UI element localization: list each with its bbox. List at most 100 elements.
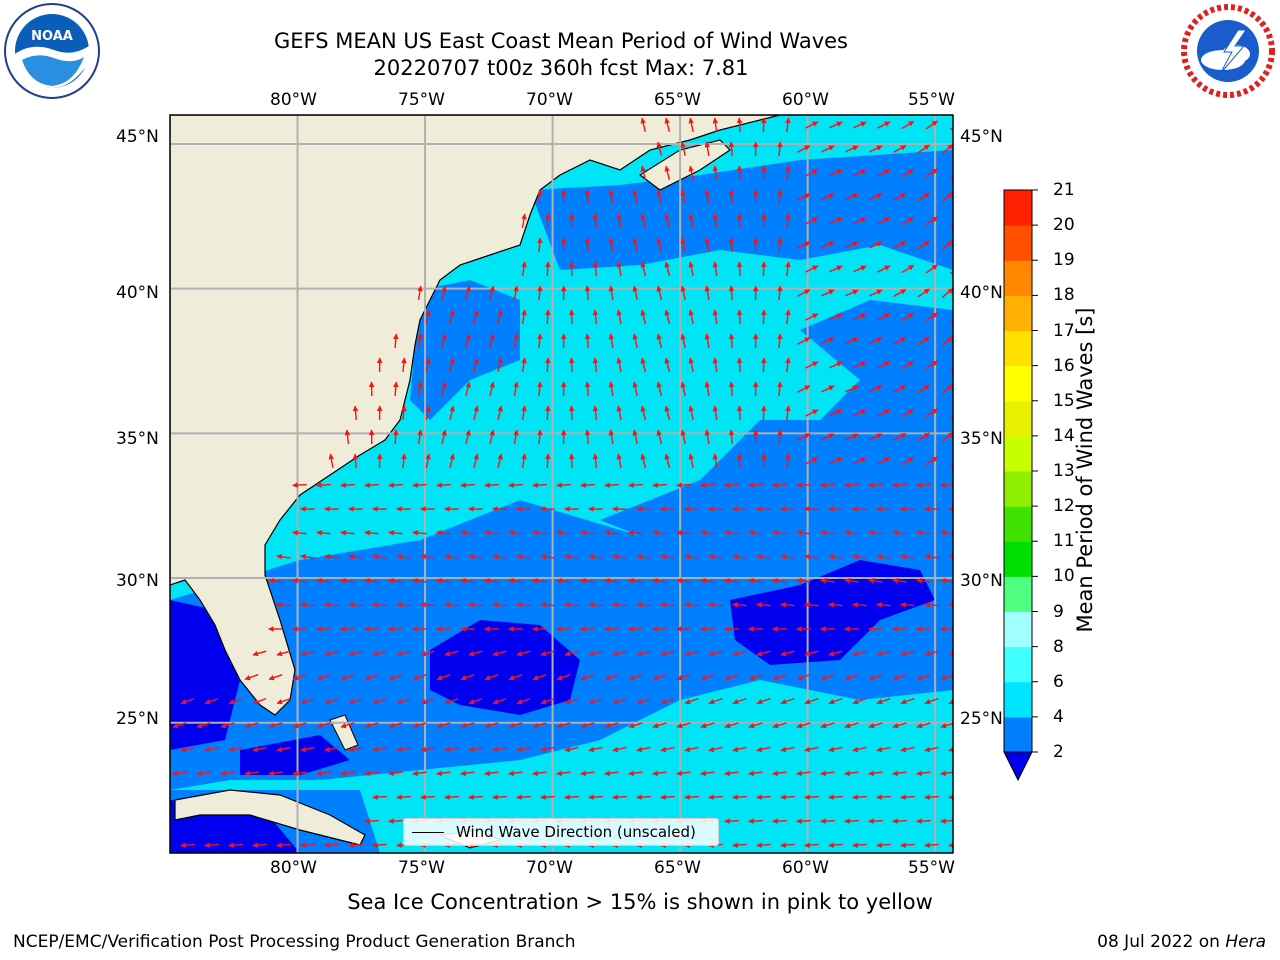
wave-direction-arrow	[704, 237, 711, 253]
legend-label: Wind Wave Direction (unscaled)	[456, 823, 696, 841]
wave-direction-arrow	[829, 121, 843, 129]
wave-direction-arrow	[344, 429, 351, 445]
wave-direction-arrow	[656, 237, 663, 252]
wave-direction-arrow	[869, 433, 883, 441]
wave-direction-arrow	[893, 384, 907, 394]
wave-direction-arrow	[900, 650, 915, 657]
wave-direction-arrow	[900, 697, 915, 705]
wave-direction-arrow	[868, 818, 883, 824]
wave-direction-arrow	[780, 794, 795, 800]
wave-direction-arrow	[877, 361, 891, 369]
wave-direction-arrow	[820, 530, 835, 536]
wave-direction-arrow	[780, 746, 795, 753]
sea-ice-note: Sea Ice Concentration > 15% is shown in …	[347, 890, 933, 914]
wave-direction-arrow	[844, 577, 859, 584]
wave-direction-arrow	[828, 842, 843, 848]
colorbar-tick-label: 17	[1053, 320, 1075, 341]
wave-direction-arrow	[876, 697, 891, 705]
wave-direction-arrow	[484, 482, 499, 488]
wave-direction-arrow	[492, 553, 507, 560]
wave-direction-arrow	[852, 842, 867, 848]
wave-direction-arrow	[877, 457, 891, 465]
wave-direction-arrow	[949, 222, 953, 227]
wave-direction-arrow	[444, 794, 459, 800]
wave-direction-arrow	[917, 384, 930, 394]
wave-direction-arrow	[489, 285, 495, 300]
wave-direction-arrow	[820, 722, 835, 729]
wave-direction-arrow	[804, 602, 819, 608]
wave-direction-arrow	[756, 842, 771, 848]
wave-direction-arrow	[425, 405, 431, 421]
wave-direction-arrow	[484, 722, 499, 729]
wave-direction-arrow	[489, 381, 495, 396]
wave-direction-arrow	[925, 216, 938, 226]
wave-direction-arrow	[916, 770, 931, 777]
lat-label-right: 45°N	[960, 127, 1003, 147]
colorbar-segment	[1004, 295, 1032, 331]
wave-direction-arrow	[804, 842, 819, 848]
wave-direction-arrow	[484, 577, 499, 584]
wave-direction-arrow	[324, 842, 339, 848]
wave-direction-arrow	[941, 143, 953, 155]
wave-direction-arrow	[876, 794, 891, 800]
wave-direction-arrow	[772, 770, 787, 777]
wave-direction-arrow	[777, 285, 783, 301]
wave-direction-arrow	[736, 309, 743, 325]
wave-direction-arrow	[508, 674, 523, 681]
wave-direction-arrow	[276, 842, 291, 848]
wave-direction-arrow	[497, 309, 503, 324]
wave-direction-arrow	[688, 357, 694, 372]
wave-direction-arrow	[468, 553, 483, 560]
wave-direction-arrow	[877, 265, 891, 273]
wave-direction-arrow	[441, 381, 447, 396]
wave-direction-arrow	[796, 722, 811, 729]
colorbar-tick-label: 18	[1053, 285, 1075, 306]
colorbar-under-triangle	[1003, 751, 1033, 782]
lon-label-bottom: 65°W	[654, 858, 701, 878]
wave-direction-arrow	[640, 453, 647, 468]
wave-direction-arrow	[684, 697, 699, 705]
lat-label-left: 45°N	[116, 127, 159, 147]
wave-direction-arrow	[917, 192, 930, 202]
wave-direction-arrow	[468, 650, 483, 657]
wave-direction-arrow	[680, 333, 686, 348]
wave-direction-arrow	[797, 145, 811, 153]
wave-direction-arrow	[316, 577, 331, 584]
wave-direction-arrow	[684, 746, 699, 753]
wave-direction-arrow	[556, 770, 571, 777]
wave-direction-arrow	[797, 337, 811, 345]
wave-direction-arrow	[916, 530, 931, 536]
wave-direction-arrow	[420, 746, 435, 753]
wave-direction-arrow	[777, 429, 783, 445]
wave-direction-arrow	[436, 530, 451, 536]
dark-blue-florida-strait	[240, 735, 350, 775]
wave-direction-arrow	[688, 405, 694, 420]
wave-direction-arrow	[876, 553, 891, 560]
lat-label-right: 25°N	[960, 709, 1003, 729]
wave-direction-arrow	[660, 650, 675, 657]
wave-direction-arrow	[949, 174, 953, 179]
wave-direction-arrow	[736, 165, 743, 181]
wave-direction-arrow	[948, 842, 953, 848]
wave-direction-arrow	[388, 530, 403, 536]
wave-direction-arrow	[632, 189, 638, 204]
wave-direction-arrow	[652, 482, 667, 488]
wave-direction-arrow	[901, 408, 915, 418]
wave-direction-arrow	[388, 674, 403, 681]
wave-direction-arrow	[532, 530, 547, 536]
wave-direction-arrow	[516, 746, 531, 753]
wave-direction-arrow	[640, 405, 647, 420]
wave-direction-arrow	[796, 818, 811, 824]
wave-direction-arrow	[941, 383, 953, 395]
wave-direction-arrow	[900, 602, 915, 608]
colorbar-tick-label: 15	[1053, 390, 1075, 411]
wave-direction-arrow	[564, 553, 579, 560]
wave-direction-arrow	[292, 770, 307, 777]
wave-direction-arrow	[340, 770, 355, 777]
wave-direction-arrow	[780, 650, 795, 657]
wave-direction-arrow	[540, 746, 555, 753]
colorbar	[1003, 189, 1038, 782]
wave-direction-arrow	[948, 553, 953, 560]
wave-direction-arrow	[441, 333, 447, 348]
